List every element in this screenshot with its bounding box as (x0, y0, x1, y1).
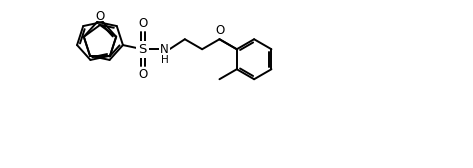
Text: H: H (161, 55, 168, 65)
Text: N: N (160, 43, 169, 56)
Text: S: S (138, 43, 147, 56)
Text: O: O (216, 24, 225, 37)
Text: O: O (96, 10, 105, 23)
Text: O: O (138, 17, 147, 30)
Text: O: O (138, 68, 147, 81)
